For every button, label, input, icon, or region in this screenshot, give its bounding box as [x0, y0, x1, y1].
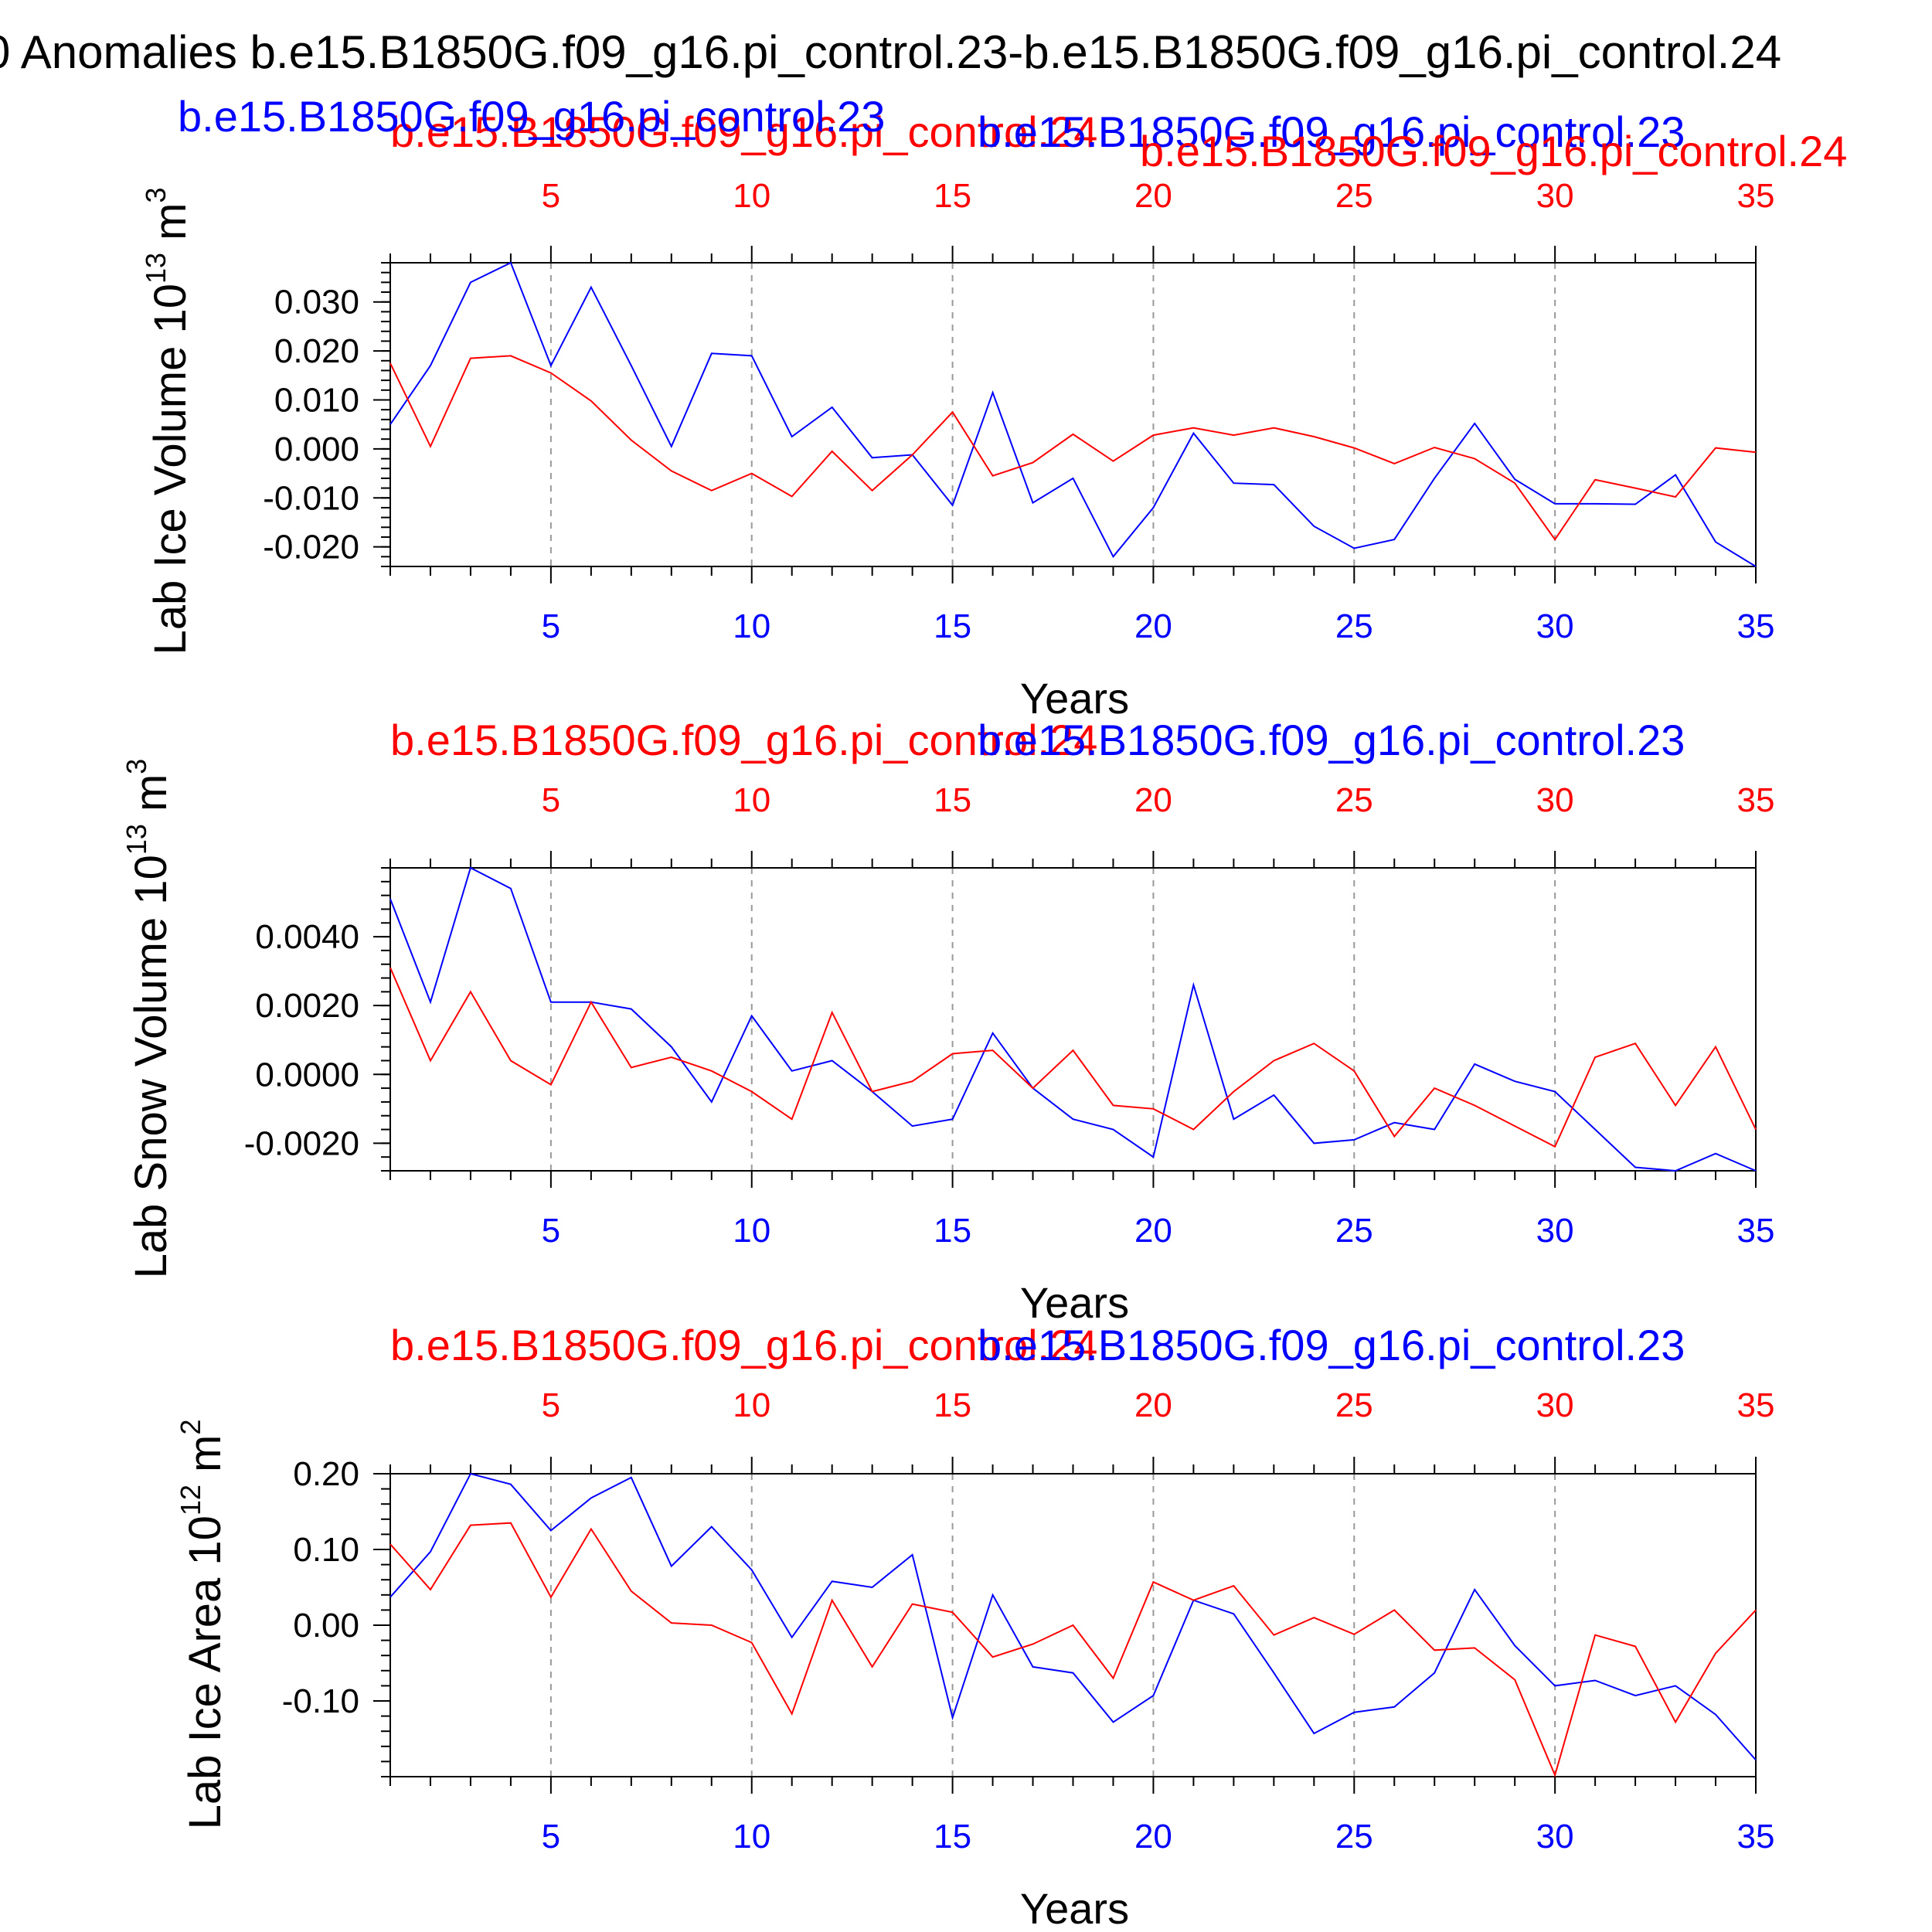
- x-tick-label-top: 5: [542, 1386, 560, 1424]
- x-tick-label-top: 20: [1134, 1386, 1172, 1424]
- series-legend-label: b.e15.B1850G.f09_g16.pi_control.23: [178, 92, 885, 141]
- x-tick-label-top: 10: [733, 177, 770, 215]
- y-tick-label: 0.020: [274, 332, 359, 370]
- x-tick-label-bottom: 15: [934, 1212, 971, 1250]
- series-legend-label: b.e15.B1850G.f09_g16.pi_control.23: [978, 716, 1685, 764]
- x-tick-label-bottom: 20: [1134, 1818, 1172, 1855]
- panel-2: 5 5 10 10 15 15 20 20 25 25 30 30 35 35 0.0040 0.0020 0.…: [121, 716, 1774, 1327]
- x-tick-label-bottom: 15: [934, 1818, 971, 1855]
- series-line: [389, 1522, 1757, 1778]
- y-tick-label: 0.00: [293, 1607, 359, 1645]
- x-tick-label-top: 35: [1737, 177, 1775, 215]
- x-tick-label-bottom: 30: [1536, 1818, 1574, 1855]
- y-tick-label: -0.10: [282, 1682, 359, 1720]
- y-tick-label: 0.20: [293, 1455, 359, 1493]
- series-legend-label: b.e15.B1850G.f09_g16.pi_control.23: [978, 1321, 1685, 1369]
- x-tick-label-top: 15: [934, 1386, 971, 1424]
- x-axis-label: Years: [1020, 674, 1129, 723]
- y-axis-label: Lab Ice Volume 1013 m3: [140, 188, 196, 655]
- x-tick-label-bottom: 35: [1737, 1212, 1775, 1250]
- x-tick-label-top: 30: [1536, 177, 1574, 215]
- x-tick-label-bottom: 15: [934, 607, 971, 645]
- y-axis-label: Lab Snow Volume 1013 m3: [121, 759, 176, 1279]
- series-legend-label: b.e15.B1850G.f09_g16.pi_control.24: [390, 716, 1097, 764]
- x-axis-label: Years: [1020, 1884, 1129, 1932]
- x-tick-label-top: 25: [1335, 1386, 1373, 1424]
- x-tick-label-bottom: 35: [1737, 607, 1775, 645]
- plot-frame: [389, 262, 1757, 567]
- x-tick-label-bottom: 10: [733, 1212, 770, 1250]
- x-tick-label-bottom: 20: [1134, 1212, 1172, 1250]
- series-line: [389, 355, 1757, 541]
- x-tick-label-bottom: 20: [1134, 607, 1172, 645]
- series-legend-label: b.e15.B1850G.f09_g16.pi_control.24: [390, 107, 1097, 156]
- y-tick-label: 0.010: [274, 381, 359, 419]
- x-tick-label-bottom: 30: [1536, 1212, 1574, 1250]
- y-tick-label: -0.020: [263, 529, 359, 566]
- x-tick-label-top: 35: [1737, 1386, 1775, 1424]
- main-title: 0 Anomalies b.e15.B1850G.f09_g16.pi_cont…: [0, 26, 1781, 78]
- series-legend-label: b.e15.B1850G.f09_g16.pi_control.24: [390, 1321, 1097, 1369]
- series-line: [389, 967, 1757, 1148]
- x-tick-label-top: 25: [1335, 177, 1373, 215]
- x-tick-label-bottom: 5: [542, 607, 560, 645]
- y-tick-label: 0.0040: [255, 918, 359, 956]
- x-tick-label-top: 20: [1134, 177, 1172, 215]
- x-tick-label-top: 30: [1536, 1386, 1574, 1424]
- y-tick-label: 0.10: [293, 1531, 359, 1569]
- y-axis-label: Lab Ice Area 1012 m2: [175, 1420, 230, 1830]
- y-tick-label: -0.010: [263, 479, 359, 517]
- panel-1: 5 5 10 10 15 15 20 20 25 25 30 30 35 35 0.030 0.020 0.01…: [140, 92, 1847, 723]
- x-tick-label-top: 30: [1536, 781, 1574, 819]
- x-tick-label-bottom: 25: [1335, 1818, 1373, 1855]
- y-tick-label: 0.030: [274, 284, 359, 321]
- x-tick-label-top: 5: [542, 177, 560, 215]
- x-tick-label-bottom: 25: [1335, 607, 1373, 645]
- series-line: [389, 866, 1757, 1172]
- series-legend-label: b.e15.B1850G.f09_g16.pi_control.24: [1140, 127, 1847, 175]
- x-axis-label: Years: [1020, 1278, 1129, 1327]
- y-tick-label: 0.0000: [255, 1056, 359, 1094]
- x-tick-label-bottom: 10: [733, 1818, 770, 1855]
- y-tick-label: 0.0020: [255, 987, 359, 1025]
- series-line: [389, 1472, 1757, 1761]
- series-legend-label: b.e15.B1850G.f09_g16.pi_control.23: [978, 107, 1685, 156]
- x-tick-label-top: 10: [733, 781, 770, 819]
- x-tick-label-top: 15: [934, 177, 971, 215]
- panel-3: 5 5 10 10 15 15 20 20 25 25 30 30 35 35 0.20 0.10 0.00 -0…: [175, 1321, 1774, 1932]
- x-tick-label-top: 20: [1134, 781, 1172, 819]
- x-tick-label-bottom: 35: [1737, 1818, 1775, 1855]
- x-tick-label-bottom: 25: [1335, 1212, 1373, 1250]
- x-tick-label-top: 35: [1737, 781, 1775, 819]
- series-line: [389, 261, 1757, 567]
- y-tick-label: -0.0020: [244, 1124, 359, 1162]
- y-tick-label: 0.000: [274, 430, 359, 468]
- x-tick-label-top: 10: [733, 1386, 770, 1424]
- x-tick-label-bottom: 30: [1536, 607, 1574, 645]
- x-tick-label-top: 5: [542, 781, 560, 819]
- x-tick-label-top: 25: [1335, 781, 1373, 819]
- plot-frame: [389, 867, 1757, 1172]
- x-tick-label-bottom: 5: [542, 1818, 560, 1855]
- x-tick-label-bottom: 5: [542, 1212, 560, 1250]
- x-tick-label-top: 15: [934, 781, 971, 819]
- x-tick-label-bottom: 10: [733, 607, 770, 645]
